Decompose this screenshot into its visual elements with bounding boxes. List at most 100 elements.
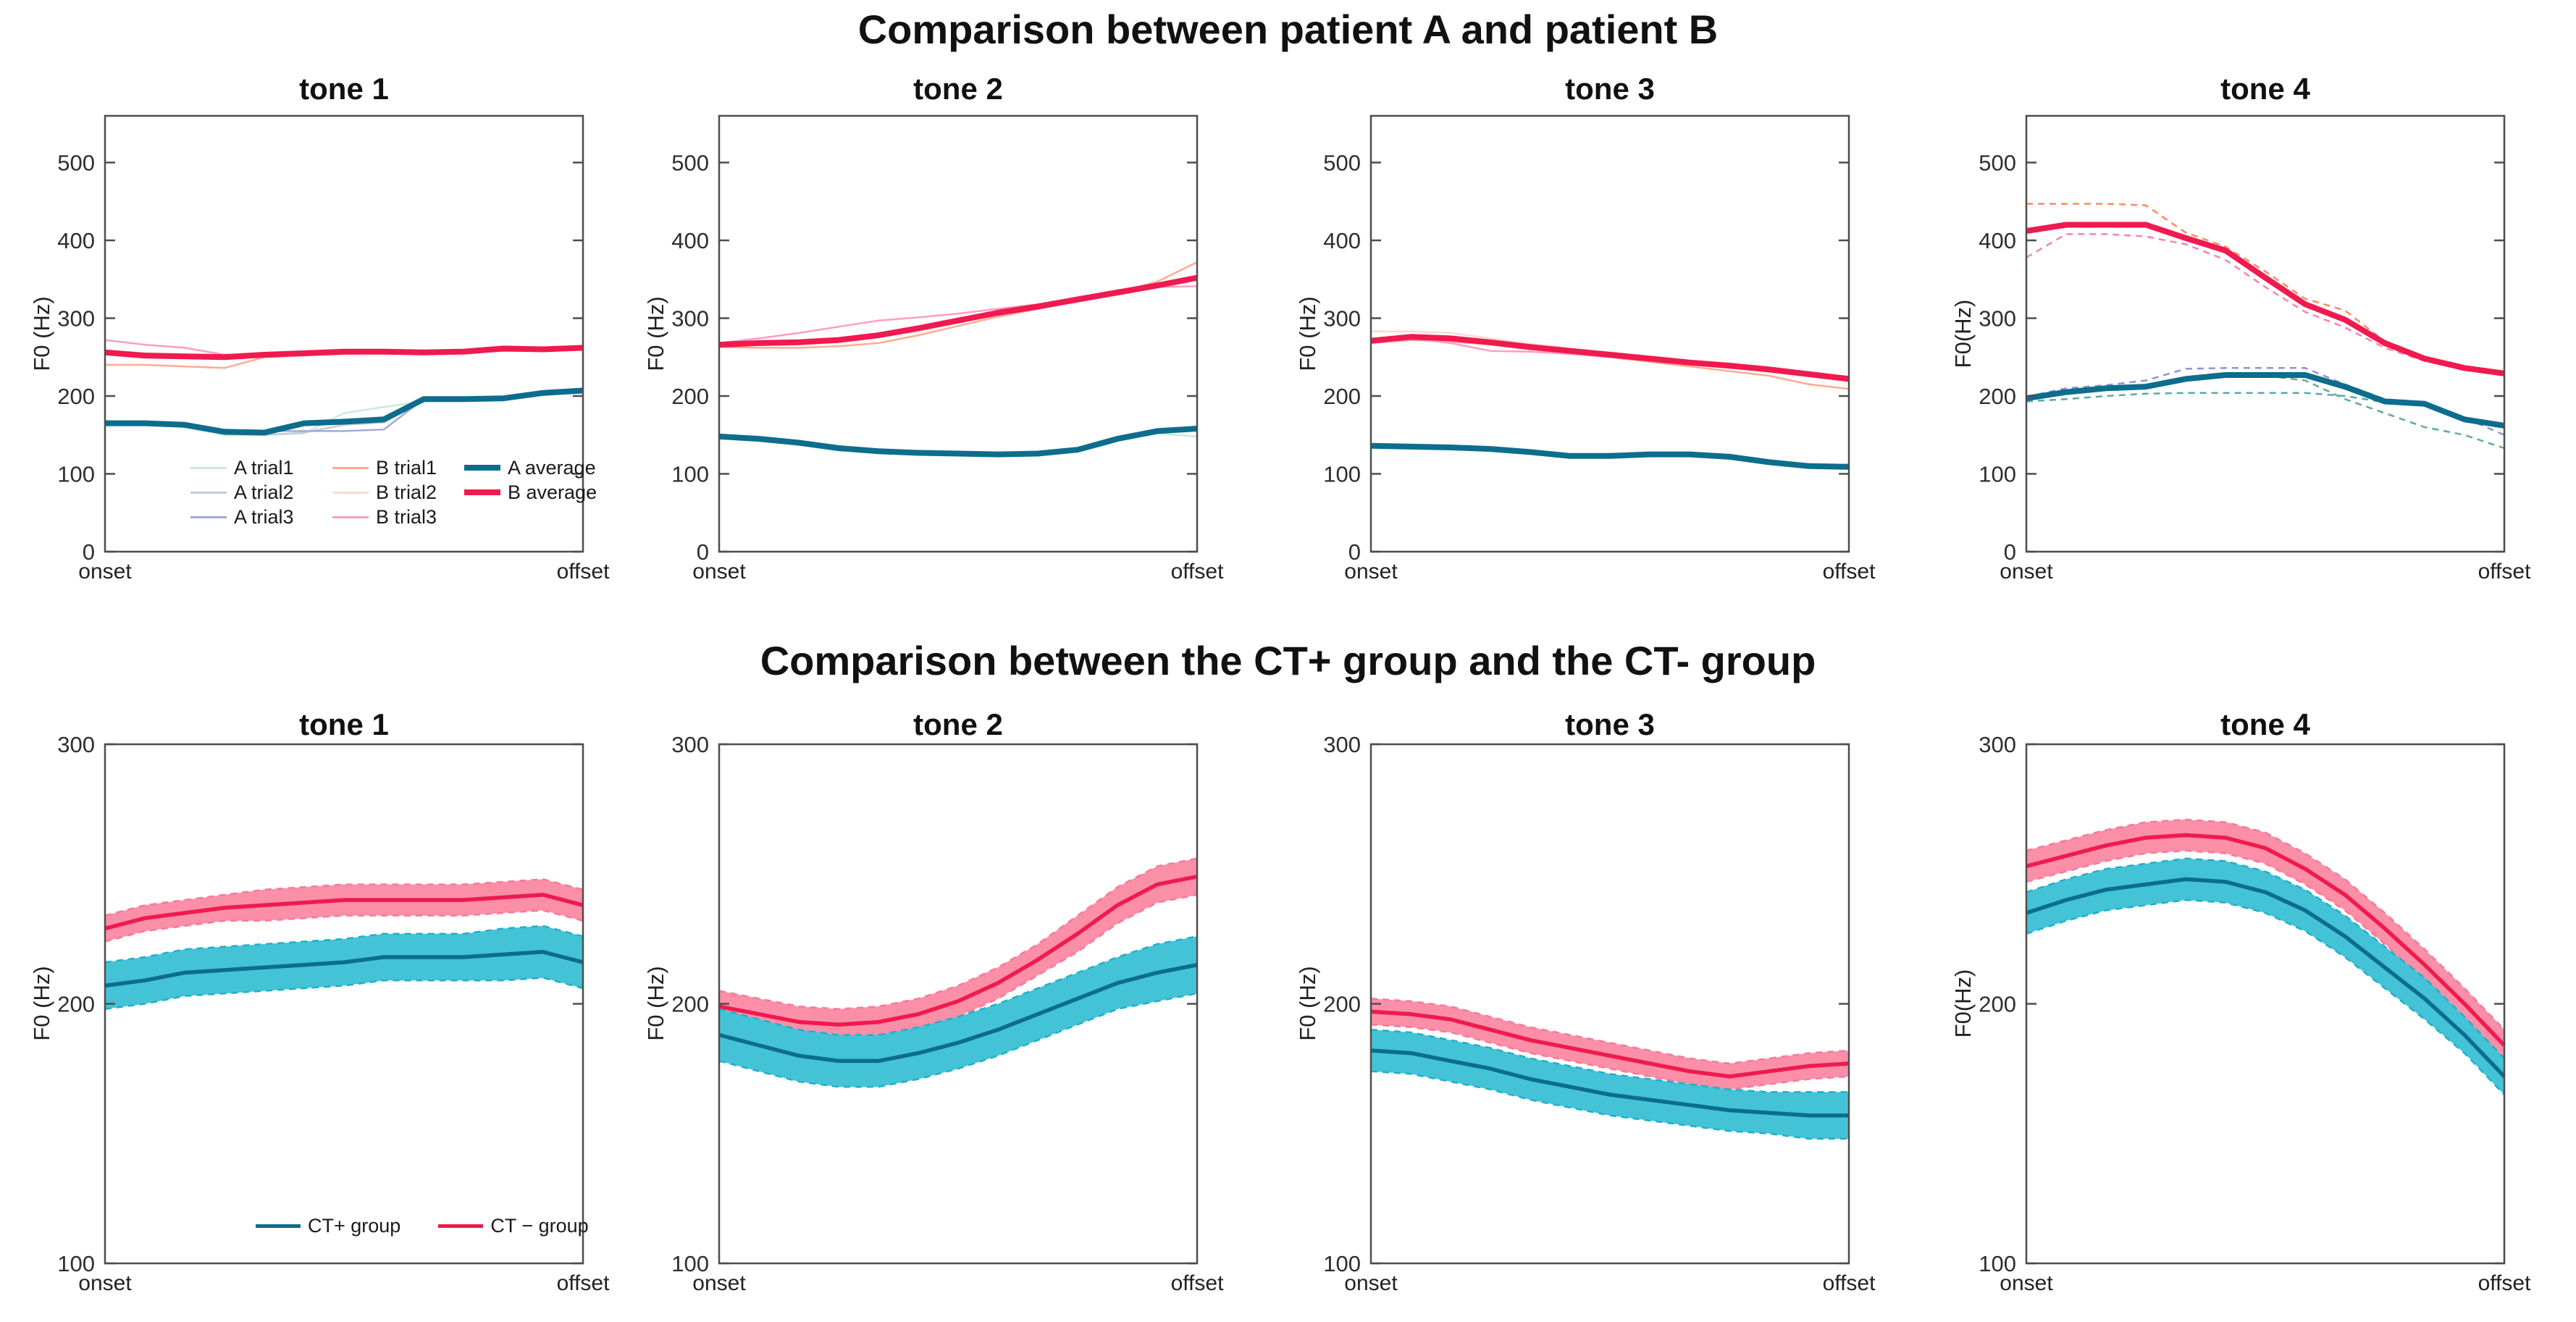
legend-item: B trial3	[332, 506, 461, 529]
subplot-top-tone2: tone 2 F0 (Hz) 0 100 200 300 400 500 onset of…	[618, 62, 1223, 597]
plot-canvas: 100 200 300	[671, 732, 1199, 1276]
y-tick-label: 0	[697, 539, 709, 565]
legend-line-swatch	[332, 491, 369, 494]
y-tick-label: 300	[57, 306, 95, 332]
ci-band-lower-edge	[718, 992, 1198, 1088]
legend-line-swatch	[190, 466, 227, 469]
x-axis-offset-label: offset	[1822, 560, 1876, 584]
ci-band-lower-edge	[104, 977, 584, 1010]
x-axis-offset-label: offset	[1822, 1271, 1876, 1295]
series-line-b-average	[104, 345, 584, 361]
legend-line-swatch	[464, 489, 500, 495]
y-tick-label: 300	[671, 732, 709, 757]
ci-band	[1371, 998, 1849, 1090]
subplot-bottom-tone1: tone 1 F0 (Hz) 100 200 300 onset offset CT…	[4, 688, 609, 1322]
legend-label: A trial1	[234, 456, 294, 479]
legend-line-swatch	[438, 1224, 484, 1228]
ci-band	[105, 925, 583, 1009]
ci-band	[719, 936, 1197, 1087]
y-tick-label: 200	[57, 384, 95, 409]
series-line-a-average	[718, 426, 1198, 458]
series-line-b-trial2	[2026, 224, 2505, 376]
y-tick-label: 100	[1323, 1251, 1361, 1276]
legend-item: A trial1	[190, 457, 330, 479]
plot-canvas: 0 100 200 300 400 500	[1979, 114, 2506, 565]
series-line-a-average	[105, 387, 584, 436]
x-axis-onset-label: onset	[1344, 1271, 1398, 1295]
series-line-b-trial3	[1370, 337, 1850, 381]
y-tick-label: 300	[671, 306, 709, 332]
legend-line-swatch	[256, 1224, 301, 1228]
axes-box	[1369, 114, 1850, 553]
y-tick-label: 100	[671, 462, 709, 487]
subplot-bottom-tone4: tone 4 F0(Hz) 100 200 300 onset offset	[1925, 688, 2530, 1322]
legend-label: CT − group	[490, 1215, 589, 1237]
series-line-b-trial1	[2026, 203, 2505, 374]
plot-canvas: 100 200 300	[1323, 732, 1850, 1276]
legend: CT+ group CT − group	[256, 1215, 589, 1237]
legend-item: A trial3	[190, 506, 330, 529]
x-axis-offset-label: offset	[2478, 1271, 2531, 1295]
plot-canvas: 0 100 200 300 400 500	[1323, 114, 1850, 565]
series-line-a-average	[1370, 442, 1850, 470]
ci-band-upper-edge	[1370, 1029, 1849, 1093]
x-axis-offset-label: offset	[556, 1271, 610, 1295]
legend-label: B average	[508, 481, 597, 503]
subplot-title: tone 1	[299, 72, 389, 106]
x-axis-onset-label: onset	[1344, 560, 1398, 584]
mean-line-1	[104, 950, 584, 988]
y-tick-label: 300	[1979, 306, 2016, 332]
y-tick-label: 100	[1323, 462, 1361, 487]
y-tick-label: 100	[1979, 1251, 2016, 1276]
series-line-b-trial1	[1370, 339, 1850, 390]
series-line-b-average	[718, 274, 1198, 348]
x-axis-offset-label: offset	[556, 560, 610, 584]
y-tick-label: 500	[1323, 151, 1361, 176]
legend-line-swatch	[190, 515, 227, 518]
ci-band-upper-edge	[2026, 857, 2505, 1059]
y-tick-label: 100	[1979, 462, 2016, 487]
y-tick-label: 300	[1979, 732, 2016, 757]
legend-line-swatch	[190, 491, 227, 494]
x-axis-offset-label: offset	[1170, 1271, 1224, 1295]
y-tick-label: 200	[1323, 384, 1361, 409]
ci-band	[2026, 820, 2504, 1061]
ci-band-lower-edge	[1370, 1070, 1849, 1140]
subplot-title: tone 1	[299, 707, 389, 741]
x-axis-onset-label: onset	[2000, 1271, 2053, 1295]
y-tick-label: 100	[57, 1251, 95, 1276]
mean-line-0	[104, 893, 584, 931]
ci-band-upper-edge	[1370, 998, 1850, 1065]
y-tick-label: 100	[57, 462, 95, 487]
legend-label: B trial1	[376, 456, 437, 479]
x-axis-onset-label: onset	[692, 1271, 746, 1295]
y-tick-label: 200	[1323, 992, 1361, 1017]
ci-band-upper-edge	[104, 925, 584, 964]
y-tick-label: 300	[57, 732, 95, 757]
y-tick-label: 300	[1323, 306, 1361, 332]
mean-line-0	[718, 875, 1198, 1027]
series-line-a-trial2	[2026, 367, 2505, 436]
legend-item: B trial2	[332, 481, 461, 504]
y-tick-label: 200	[1979, 992, 2016, 1017]
y-tick-label: 200	[57, 992, 95, 1017]
subplot-title: tone 4	[2220, 72, 2310, 106]
subplot-bottom-tone3: tone 3 F0 (Hz) 100 200 300 onset offset	[1270, 688, 1875, 1322]
series-line-b-average	[2026, 222, 2505, 376]
y-tick-label: 400	[1979, 228, 2016, 253]
y-tick-label: 500	[57, 151, 95, 176]
axes-box	[2025, 114, 2506, 553]
series-line-b-trial3	[718, 285, 1198, 345]
legend: A trial1 A trial2 A trial3 B trial1 B tr…	[190, 455, 597, 529]
ci-band-upper-edge	[104, 878, 584, 917]
subplot-top-tone1: tone 1 F0 (Hz) 0 100 200 300 400 500 onset of…	[4, 62, 609, 597]
legend-item: CT − group	[438, 1215, 589, 1237]
x-axis-onset-label: onset	[2000, 560, 2053, 584]
subplot-title: tone 4	[2220, 707, 2310, 741]
bottom-figure-title: Comparison between the CT+ group and the…	[760, 638, 1816, 683]
y-tick-label: 300	[1323, 732, 1361, 757]
plot-canvas: 0 100 200 300 400 500	[57, 114, 584, 565]
y-tick-label: 0	[2004, 539, 2016, 565]
ci-band	[719, 858, 1197, 1040]
y-tick-label: 500	[1979, 151, 2016, 176]
